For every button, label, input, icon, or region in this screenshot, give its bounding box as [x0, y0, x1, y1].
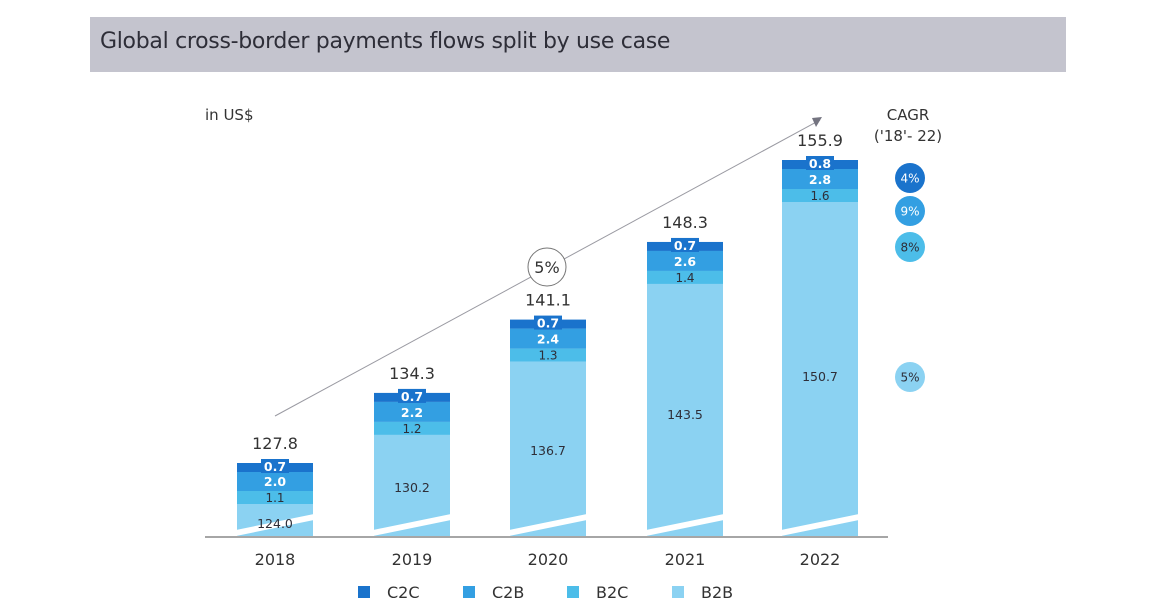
- x-tick-label-2019: 2019: [392, 550, 433, 569]
- x-tick-label-2021: 2021: [665, 550, 706, 569]
- data-label-b2b-2021: 143.5: [667, 407, 703, 422]
- legend-label-b2b: B2B: [701, 583, 733, 602]
- c2c-label-box-2019: [398, 388, 426, 403]
- data-label-c2c-2020: 0.7: [537, 316, 559, 331]
- cagr-value-c2c: 4%: [900, 172, 919, 186]
- data-label-b2b-2019: 130.2: [394, 480, 430, 495]
- total-label-2019: 134.3: [389, 364, 435, 383]
- data-label-c2c-2021: 0.7: [674, 238, 696, 253]
- data-label-b2c-2021: 1.4: [675, 271, 694, 285]
- chart-title: Global cross-border payments flows split…: [100, 29, 671, 54]
- data-label-c2b-2018: 2.0: [264, 474, 286, 489]
- cagr-bubble-b2c: [895, 232, 925, 262]
- title-bar: Global cross-border payments flows split…: [90, 17, 1066, 72]
- data-label-c2b-2020: 2.4: [537, 332, 559, 347]
- data-label-b2c-2020: 1.3: [538, 349, 557, 363]
- bar-segment-b2b-2020: [510, 361, 586, 536]
- bar-segment-b2c-2020: [510, 348, 586, 362]
- bar-segment-b2c-2022: [782, 189, 858, 202]
- cagr-header-period: ('18'- 22): [874, 127, 942, 145]
- cagr-value-c2b: 9%: [900, 205, 919, 219]
- bar-segment-c2b-2018: [237, 472, 313, 491]
- c2c-label-box-2020: [534, 315, 562, 330]
- cagr-value-b2b: 5%: [900, 371, 919, 385]
- bar-segment-c2b-2022: [782, 169, 858, 189]
- legend-swatch-c2b: [463, 586, 475, 598]
- axis-break-2021: [646, 514, 724, 536]
- axis-break-2020: [509, 514, 587, 536]
- data-label-c2c-2018: 0.7: [264, 459, 286, 474]
- total-label-2018: 127.8: [252, 434, 298, 453]
- c2c-label-box-2022: [806, 156, 834, 170]
- bar-segment-b2c-2019: [374, 421, 450, 435]
- cagr-header-label: CAGR: [887, 106, 930, 124]
- cagr-bubble-b2b: [895, 362, 925, 392]
- cagr-bubble-c2c: [895, 163, 925, 193]
- data-label-b2c-2018: 1.1: [265, 491, 284, 505]
- cagr-bubble-c2b: [895, 196, 925, 226]
- data-label-b2c-2019: 1.2: [402, 422, 421, 436]
- legend-label-b2c: B2C: [596, 583, 628, 602]
- cagr-value-b2c: 8%: [900, 241, 919, 255]
- bar-segment-b2c-2018: [237, 491, 313, 504]
- data-label-c2b-2021: 2.6: [674, 254, 696, 269]
- data-label-b2c-2022: 1.6: [810, 189, 829, 203]
- x-tick-label-2020: 2020: [528, 550, 569, 569]
- bar-segment-c2b-2019: [374, 401, 450, 422]
- data-label-b2b-2022: 150.7: [802, 369, 838, 384]
- total-label-2020: 141.1: [525, 291, 571, 310]
- c2c-label-box-2018: [261, 459, 289, 473]
- bar-segment-b2b-2021: [647, 283, 723, 536]
- bar-segment-b2c-2021: [647, 270, 723, 284]
- data-label-c2c-2019: 0.7: [401, 389, 423, 404]
- data-label-c2c-2022: 0.8: [809, 156, 831, 171]
- legend-swatch-b2b: [672, 586, 684, 598]
- legend-label-c2b: C2B: [492, 583, 524, 602]
- unit-label: in US$: [205, 106, 254, 124]
- data-label-c2b-2019: 2.2: [401, 405, 423, 420]
- bar-segment-c2b-2020: [510, 328, 586, 349]
- data-label-c2b-2022: 2.8: [809, 172, 831, 187]
- trend-cagr-circle: [527, 247, 567, 287]
- axis-break-2018: [236, 514, 314, 536]
- axis-break-2022: [781, 514, 859, 536]
- total-label-2021: 148.3: [662, 213, 708, 232]
- bar-segment-c2b-2021: [647, 250, 723, 271]
- c2c-label-box-2021: [671, 237, 699, 252]
- bar-segment-b2b-2022: [782, 202, 858, 536]
- axis-break-2019: [373, 514, 451, 536]
- legend-label-c2c: C2C: [387, 583, 420, 602]
- x-tick-label-2022: 2022: [800, 550, 841, 569]
- data-label-b2b-2018: 124.0: [257, 516, 293, 531]
- trend-cagr-label: 5%: [534, 258, 559, 277]
- trend-arrowhead: [812, 117, 822, 127]
- data-label-b2b-2020: 136.7: [530, 443, 566, 458]
- legend-swatch-c2c: [358, 586, 370, 598]
- total-label-2022: 155.9: [797, 131, 843, 150]
- legend-swatch-b2c: [567, 586, 579, 598]
- x-tick-label-2018: 2018: [255, 550, 296, 569]
